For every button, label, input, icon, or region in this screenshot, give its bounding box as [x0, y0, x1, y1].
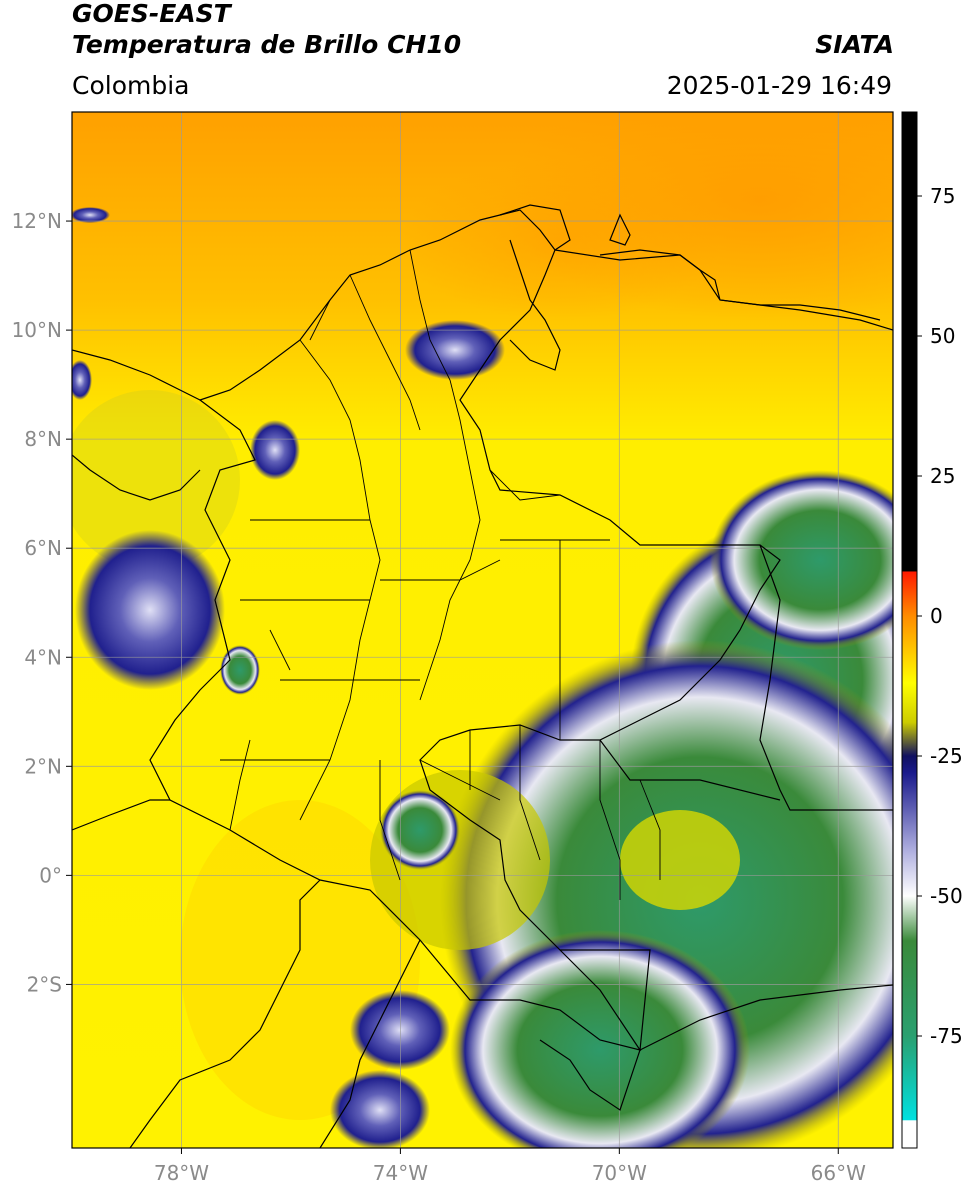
coastline-pacific: [72, 454, 201, 831]
lon-tick-label: 70°W: [592, 1161, 647, 1185]
colorbar-tick-label: 75: [930, 184, 955, 208]
lon-tick-label: 66°W: [811, 1161, 866, 1185]
lat-tick-label: 10°N: [12, 318, 62, 342]
organization-label: SIATA: [815, 30, 894, 59]
longitude-ticks: 78°W 74°W 70°W 66°W: [154, 1148, 866, 1185]
gridlines: [72, 112, 893, 1148]
map-frame: [71, 111, 894, 1149]
colorbar-ticks: 75 50 25 0 -25 -50 -75: [917, 184, 963, 1048]
colorbar-tick-label: 50: [930, 324, 955, 348]
lat-tick-label: 4°N: [24, 645, 62, 669]
department-borders: [220, 249, 661, 900]
lon-tick-label: 78°W: [154, 1161, 209, 1185]
lon-tick-label: 74°W: [373, 1161, 428, 1185]
colorbar-tick-label: 0: [930, 604, 943, 628]
country-border-colombia: [149, 209, 781, 1051]
colorbar-tick-label: -50: [930, 884, 963, 908]
country-border-brazil: [539, 739, 893, 1111]
colorbar-tick-label: -75: [930, 1024, 963, 1048]
lat-tick-label: 2°N: [24, 754, 62, 778]
datetime-label: 2025-01-29 16:49: [666, 71, 892, 100]
colorbar-tick-label: 25: [930, 464, 955, 488]
lat-tick-label: 12°N: [12, 209, 62, 233]
coastline-caribbean: [72, 204, 881, 401]
colorbar: [901, 111, 918, 1149]
borders: [72, 204, 893, 1148]
map-imagery: [72, 112, 893, 1148]
region-label: Colombia: [72, 71, 190, 100]
country-border-venezuela: [509, 239, 893, 811]
product-title: Temperatura de Brillo CH10: [72, 30, 462, 59]
lat-tick-label: 6°N: [24, 536, 62, 560]
colorbar-tick-label: -25: [930, 744, 963, 768]
latitude-ticks: 12°N 10°N 8°N 6°N 4°N 2°N 0° 2°S: [12, 209, 72, 996]
lat-tick-label: 2°S: [27, 972, 62, 996]
lat-tick-label: 0°: [39, 863, 62, 887]
country-border-peru-ecuador: [129, 879, 421, 1148]
satellite-title: GOES-EAST: [72, 0, 231, 28]
lat-tick-label: 8°N: [24, 427, 62, 451]
